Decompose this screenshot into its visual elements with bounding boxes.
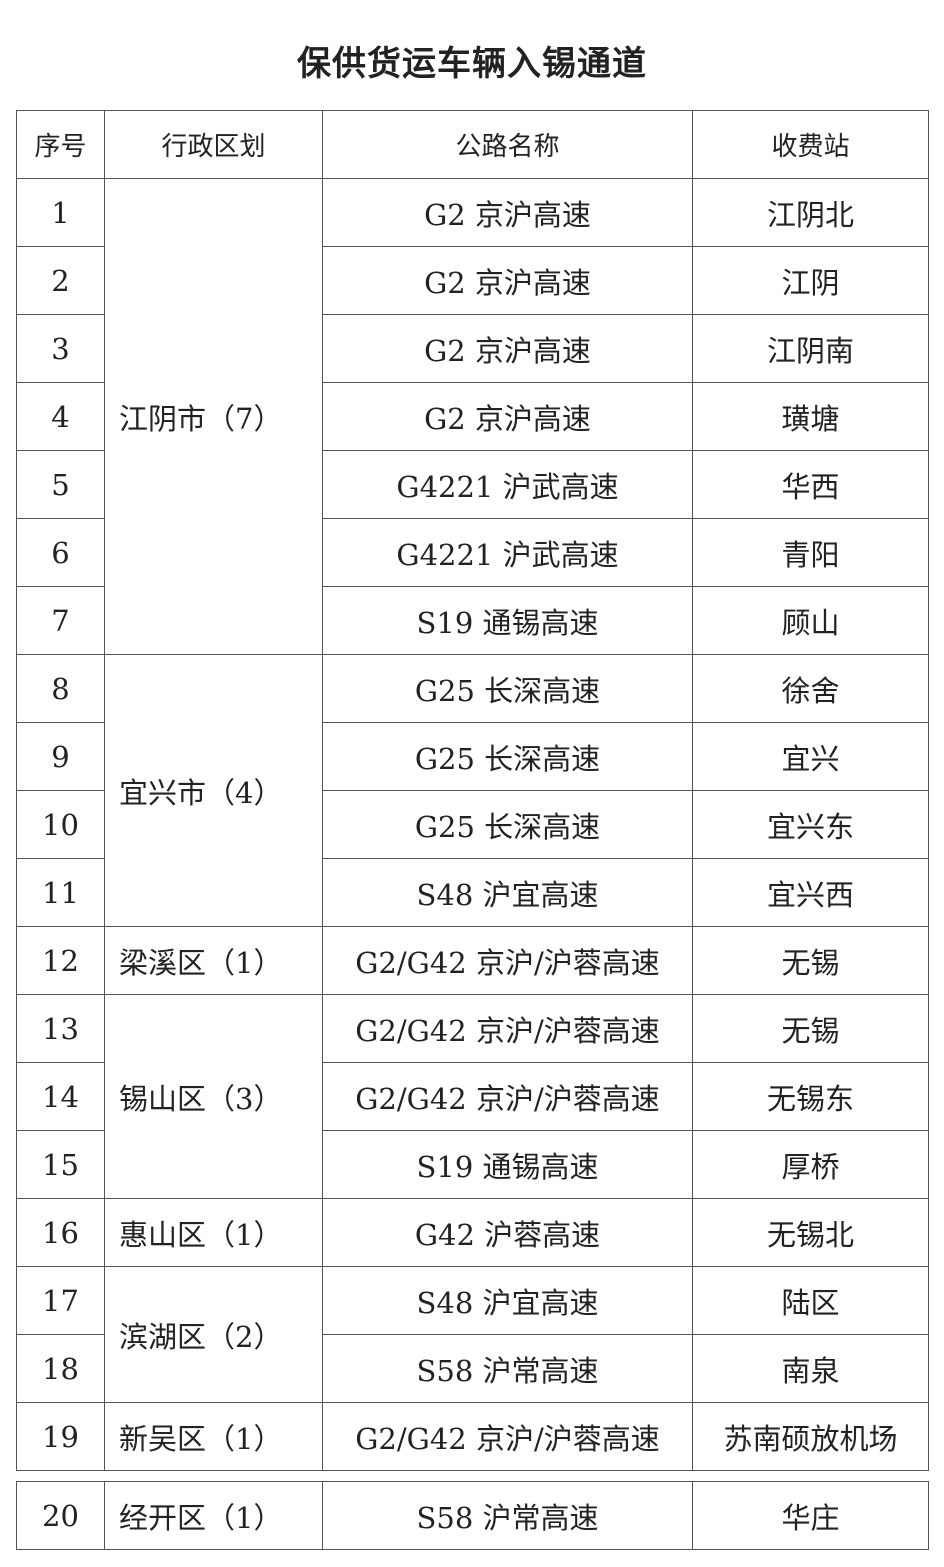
cell-station: 无锡北 xyxy=(692,1198,929,1267)
cell-road: G25 长深高速 xyxy=(322,722,693,791)
cell-road: G4221 沪武高速 xyxy=(322,518,693,587)
cell-no: 7 xyxy=(16,586,105,655)
cell-no: 8 xyxy=(16,654,105,723)
channel-table-extra: 20 经开区（1） S58 沪常高速 华庄 xyxy=(16,1481,929,1550)
cell-road: G2/G42 京沪/沪蓉高速 xyxy=(322,994,693,1063)
table-row: 7 S19 通锡高速 顾山 xyxy=(16,586,929,655)
cell-station: 宜兴东 xyxy=(692,790,929,859)
cell-district: 宜兴市（4） xyxy=(104,654,323,927)
header-road: 公路名称 xyxy=(322,110,693,179)
cell-district: 经开区（1） xyxy=(104,1481,323,1550)
cell-road: S58 沪常高速 xyxy=(322,1481,693,1550)
cell-road: G25 长深高速 xyxy=(322,654,693,723)
table-row: 19 新吴区（1） G2/G42 京沪/沪蓉高速 苏南硕放机场 xyxy=(16,1402,929,1471)
cell-road: G2 京沪高速 xyxy=(322,382,693,451)
cell-no: 14 xyxy=(16,1062,105,1131)
cell-station: 华西 xyxy=(692,450,929,519)
table-row: 4 G2 京沪高速 璜塘 xyxy=(16,382,929,451)
table-row: 3 G2 京沪高速 江阴南 xyxy=(16,314,929,383)
cell-no: 16 xyxy=(16,1198,105,1267)
cell-station: 无锡东 xyxy=(692,1062,929,1131)
page-title: 保供货运车辆入锡通道 xyxy=(297,44,647,84)
cell-station: 宜兴 xyxy=(692,722,929,791)
cell-no: 15 xyxy=(16,1130,105,1199)
table-row: 13 锡山区（3） G2/G42 京沪/沪蓉高速 无锡 xyxy=(16,994,929,1199)
cell-no: 3 xyxy=(16,314,105,383)
cell-district: 锡山区（3） xyxy=(104,994,323,1199)
table-row: 5 G4221 沪武高速 华西 xyxy=(16,450,929,519)
cell-station: 南泉 xyxy=(692,1334,929,1403)
cell-district: 江阴市（7） xyxy=(104,178,323,655)
cell-district: 惠山区（1） xyxy=(104,1198,323,1267)
cell-station: 宜兴西 xyxy=(692,858,929,927)
table-header-row: 序号 行政区划 公路名称 收费站 xyxy=(16,110,929,179)
cell-no: 2 xyxy=(16,246,105,315)
cell-station: 苏南硕放机场 xyxy=(692,1402,929,1471)
cell-no: 4 xyxy=(16,382,105,451)
cell-road: G2/G42 京沪/沪蓉高速 xyxy=(322,1062,693,1131)
cell-district: 梁溪区（1） xyxy=(104,926,323,995)
cell-no: 12 xyxy=(16,926,105,995)
cell-road: G25 长深高速 xyxy=(322,790,693,859)
table-row: 15 S19 通锡高速 厚桥 xyxy=(16,1130,929,1199)
cell-road: S19 通锡高速 xyxy=(322,1130,693,1199)
header-district: 行政区划 xyxy=(104,110,323,179)
table-row: 8 宜兴市（4） G25 长深高速 徐舍 xyxy=(16,654,929,927)
table-row: 14 G2/G42 京沪/沪蓉高速 无锡东 xyxy=(16,1062,929,1131)
cell-no: 18 xyxy=(16,1334,105,1403)
header-station: 收费站 xyxy=(692,110,929,179)
cell-no: 5 xyxy=(16,450,105,519)
cell-no: 13 xyxy=(16,994,105,1063)
cell-no: 11 xyxy=(16,858,105,927)
table-row: 20 经开区（1） S58 沪常高速 华庄 xyxy=(16,1481,929,1550)
channel-table: 序号 行政区划 公路名称 收费站 1 江阴市（7） G2 京沪高速 江阴北 2 G2 京沪… xyxy=(16,110,929,1471)
cell-no: 20 xyxy=(16,1481,105,1550)
table-row: 18 S58 沪常高速 南泉 xyxy=(16,1334,929,1403)
cell-road: S19 通锡高速 xyxy=(322,586,693,655)
cell-no: 19 xyxy=(16,1402,105,1471)
cell-station: 青阳 xyxy=(692,518,929,587)
cell-no: 10 xyxy=(16,790,105,859)
cell-station: 江阴南 xyxy=(692,314,929,383)
cell-road: G2 京沪高速 xyxy=(322,178,693,247)
table-row: 2 G2 京沪高速 江阴 xyxy=(16,246,929,315)
cell-road: S48 沪宜高速 xyxy=(322,858,693,927)
cell-road: S58 沪常高速 xyxy=(322,1334,693,1403)
cell-station: 顾山 xyxy=(692,586,929,655)
cell-road: S48 沪宜高速 xyxy=(322,1266,693,1335)
cell-road: G42 沪蓉高速 xyxy=(322,1198,693,1267)
cell-road: G2/G42 京沪/沪蓉高速 xyxy=(322,926,693,995)
table-row: 17 滨湖区（2） S48 沪宜高速 陆区 xyxy=(16,1266,929,1403)
cell-station: 厚桥 xyxy=(692,1130,929,1199)
cell-road: G2 京沪高速 xyxy=(322,246,693,315)
table-row: 1 江阴市（7） G2 京沪高速 江阴北 xyxy=(16,178,929,655)
cell-station: 无锡 xyxy=(692,926,929,995)
header-no: 序号 xyxy=(16,110,105,179)
cell-no: 17 xyxy=(16,1266,105,1335)
cell-road: G2 京沪高速 xyxy=(322,314,693,383)
cell-district: 新吴区（1） xyxy=(104,1402,323,1471)
cell-road: G2/G42 京沪/沪蓉高速 xyxy=(322,1402,693,1471)
cell-station: 江阴 xyxy=(692,246,929,315)
cell-station: 璜塘 xyxy=(692,382,929,451)
table-row: 16 惠山区（1） G42 沪蓉高速 无锡北 xyxy=(16,1198,929,1267)
cell-no: 9 xyxy=(16,722,105,791)
cell-station: 无锡 xyxy=(692,994,929,1063)
cell-station: 陆区 xyxy=(692,1266,929,1335)
table-row: 6 G4221 沪武高速 青阳 xyxy=(16,518,929,587)
cell-no: 1 xyxy=(16,178,105,247)
cell-road: G4221 沪武高速 xyxy=(322,450,693,519)
cell-station: 江阴北 xyxy=(692,178,929,247)
cell-station: 徐舍 xyxy=(692,654,929,723)
table-row: 12 梁溪区（1） G2/G42 京沪/沪蓉高速 无锡 xyxy=(16,926,929,995)
cell-district: 滨湖区（2） xyxy=(104,1266,323,1403)
table-row: 9 G25 长深高速 宜兴 xyxy=(16,722,929,791)
table-row: 11 S48 沪宜高速 宜兴西 xyxy=(16,858,929,927)
cell-station: 华庄 xyxy=(692,1481,929,1550)
table-row: 10 G25 长深高速 宜兴东 xyxy=(16,790,929,859)
cell-no: 6 xyxy=(16,518,105,587)
